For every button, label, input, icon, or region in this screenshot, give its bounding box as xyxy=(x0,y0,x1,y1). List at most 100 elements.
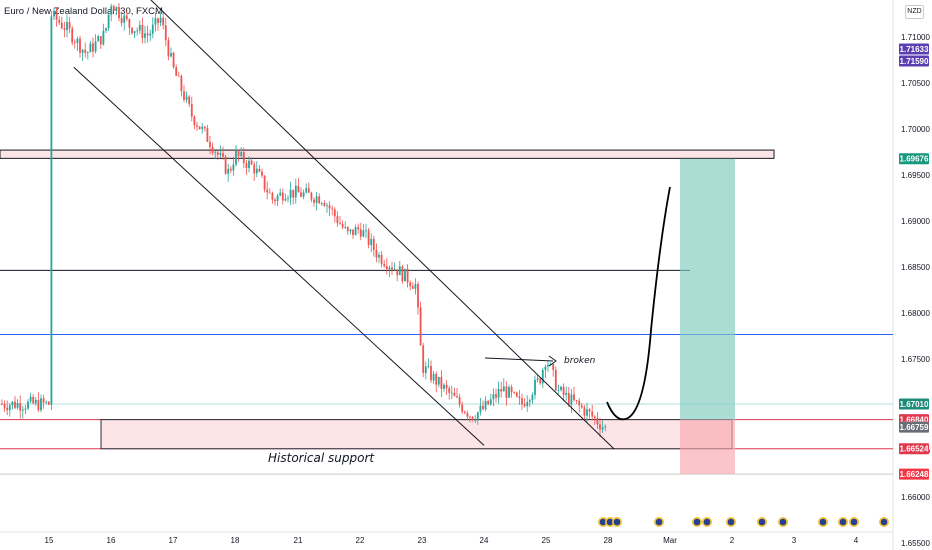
position-target-box[interactable] xyxy=(680,158,735,420)
candle-body xyxy=(248,160,250,168)
candle-body xyxy=(331,208,334,210)
candle-body xyxy=(68,22,71,29)
candle-body xyxy=(196,125,198,127)
candle-body xyxy=(206,128,209,142)
event-icon-inner xyxy=(606,518,614,526)
candle-body xyxy=(211,147,214,153)
candle-body xyxy=(258,168,261,172)
candle-body xyxy=(541,369,544,384)
x-tick-label: 24 xyxy=(480,536,489,545)
candle-body xyxy=(336,216,339,224)
candle-body xyxy=(14,401,16,408)
candle-body xyxy=(591,411,594,417)
candle-body xyxy=(354,227,357,236)
candle-body xyxy=(60,22,63,29)
historical-support-label: Historical support xyxy=(268,451,375,465)
candle-body xyxy=(552,364,555,370)
candle-body xyxy=(380,254,383,265)
price-tag xyxy=(899,153,929,165)
x-tick-label: 28 xyxy=(604,536,613,545)
price-axis[interactable]: 1.720001.715001.710001.705001.700001.695… xyxy=(901,0,930,548)
candle-body xyxy=(411,286,414,289)
x-tick-label: Mar xyxy=(663,536,677,545)
candle-body xyxy=(263,175,266,190)
candle-body xyxy=(583,407,586,416)
candle-body xyxy=(16,403,19,408)
candle-body xyxy=(203,126,206,129)
candle-body xyxy=(287,197,289,199)
candle-body xyxy=(518,396,521,399)
candle-body xyxy=(409,282,412,287)
candle-body xyxy=(357,227,360,230)
candle-body xyxy=(66,22,68,31)
y-tick-label: 1.69500 xyxy=(901,171,930,180)
candle-body xyxy=(154,18,157,25)
candle-body xyxy=(297,185,300,193)
currency-badge[interactable]: NZD xyxy=(905,5,924,19)
candle-body xyxy=(170,52,172,57)
candle-body xyxy=(32,396,35,404)
price-tag xyxy=(899,468,929,480)
candle-body xyxy=(149,33,152,36)
candle-body xyxy=(99,36,102,45)
position-stop-box[interactable] xyxy=(680,419,735,475)
candle-body xyxy=(401,266,404,282)
candle-body xyxy=(6,407,9,411)
candle-body xyxy=(151,24,154,34)
candle-body xyxy=(307,188,310,193)
candle-body xyxy=(406,268,409,283)
candle-body xyxy=(40,398,42,411)
candle-body xyxy=(123,15,126,23)
candle-body xyxy=(580,405,583,408)
candle-body xyxy=(53,10,55,17)
time-axis[interactable]: 15 16 17 18 21 22 23 24 25 28 Mar 2 3 4 xyxy=(45,536,859,545)
candle-body xyxy=(344,227,347,228)
candle-body xyxy=(544,366,547,370)
candle-body xyxy=(3,404,6,408)
candle-body xyxy=(118,7,120,19)
candle-body xyxy=(378,254,380,258)
candle-body xyxy=(102,30,105,45)
candle-body xyxy=(497,389,500,398)
channel-upper-line[interactable] xyxy=(148,0,615,450)
projection-curve[interactable] xyxy=(606,186,671,421)
candle-body xyxy=(21,409,24,411)
y-tick-label: 1.65500 xyxy=(901,539,930,548)
candle-body xyxy=(136,30,139,32)
resistance-zone[interactable] xyxy=(0,149,775,159)
candle-body xyxy=(216,152,219,155)
candle-body xyxy=(313,199,315,203)
y-tick-label: 1.66000 xyxy=(901,493,930,502)
candle-body xyxy=(193,116,196,126)
candle-body xyxy=(27,401,29,409)
candle-body xyxy=(279,192,282,196)
support-zone[interactable] xyxy=(100,419,733,450)
candle-body xyxy=(495,394,497,398)
candle-body xyxy=(302,192,305,197)
y-tick-label: 1.68000 xyxy=(901,309,930,318)
candle-body xyxy=(482,405,484,410)
candle-body xyxy=(318,196,321,204)
candle-body xyxy=(565,393,568,395)
candle-body xyxy=(281,192,284,201)
candle-body xyxy=(1,404,3,405)
candle-body xyxy=(300,192,302,197)
candle-body xyxy=(500,389,503,392)
candle-body xyxy=(89,43,92,53)
candle-body xyxy=(578,400,581,406)
candle-body xyxy=(562,386,565,395)
candle-body xyxy=(396,269,399,276)
candle-body xyxy=(450,392,453,394)
candle-body xyxy=(404,268,406,282)
event-icon-inner xyxy=(880,518,888,526)
candle-body xyxy=(144,33,146,38)
candle-body xyxy=(536,378,539,380)
candle-body xyxy=(79,38,81,53)
candle-body xyxy=(539,378,542,384)
candle-body xyxy=(8,405,11,411)
channel-lower-line[interactable] xyxy=(73,66,485,446)
candle-body xyxy=(352,229,354,236)
candle-body xyxy=(128,19,131,28)
candle-body xyxy=(476,412,479,420)
